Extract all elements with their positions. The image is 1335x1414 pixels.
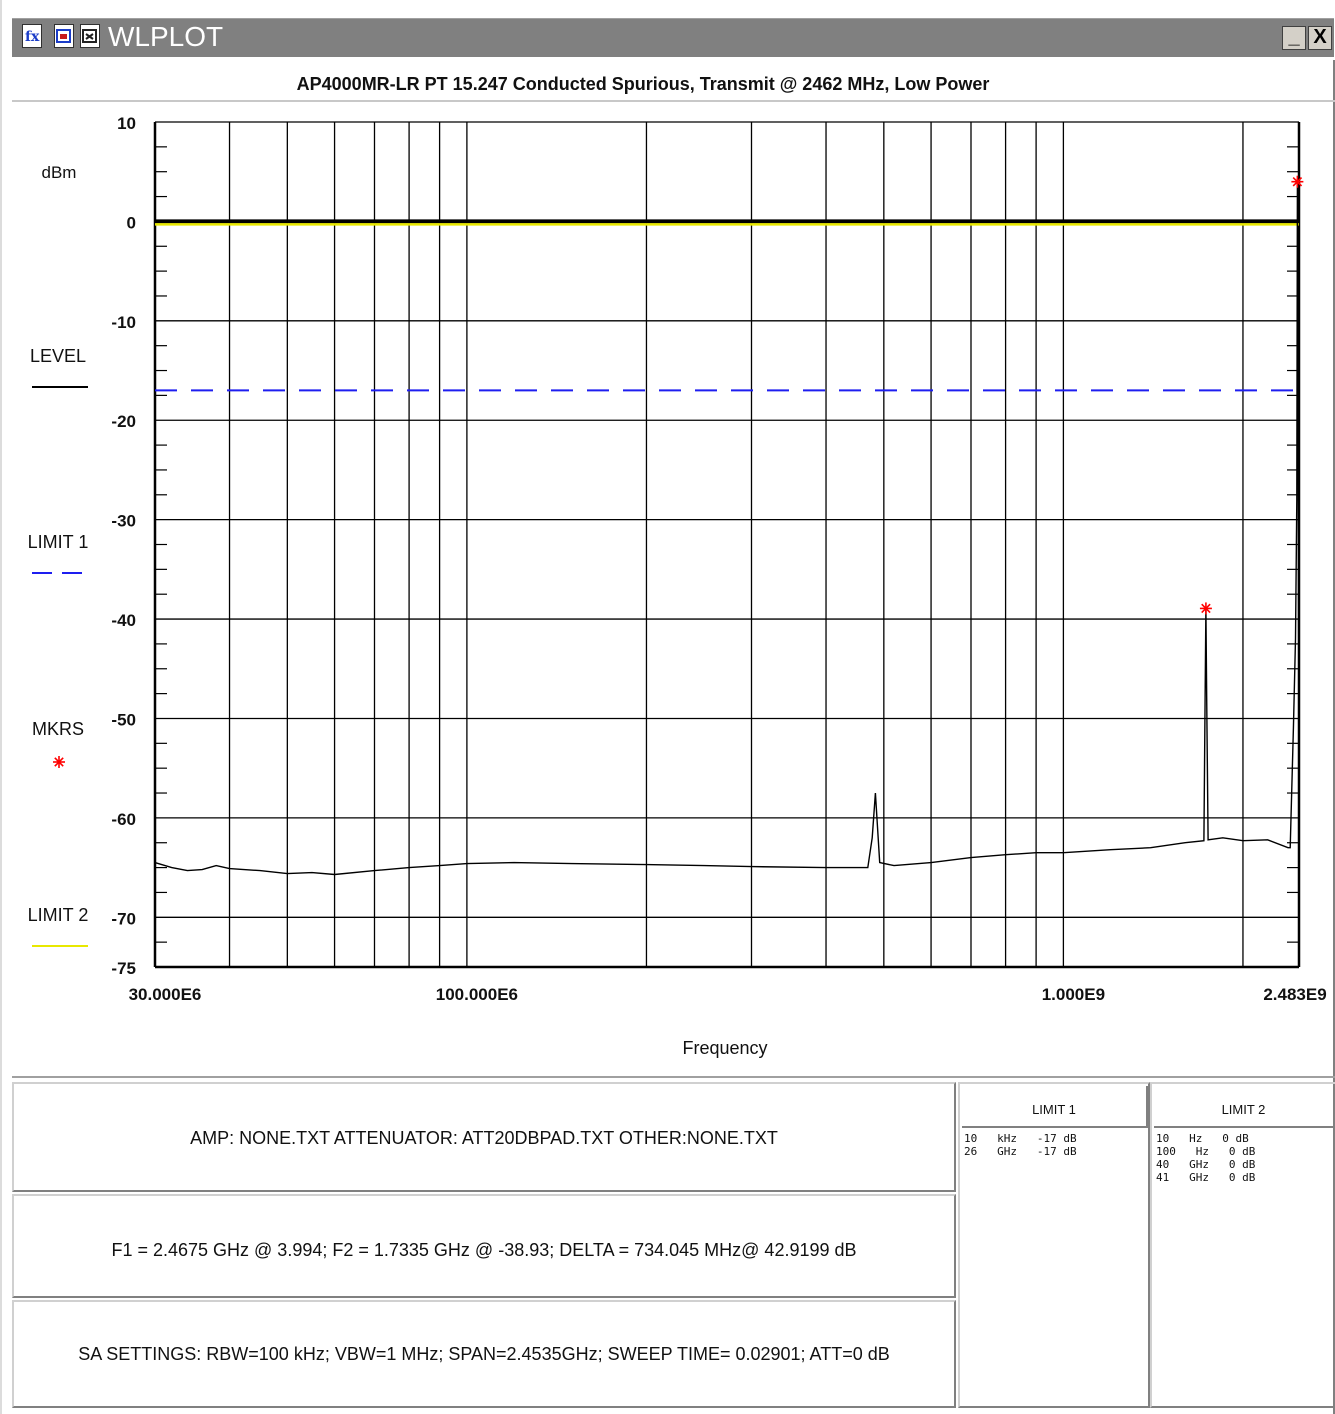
legend: LEVEL LIMIT 1 MKRS LIMIT 2 [28, 346, 92, 947]
svg-text:fx: fx [25, 29, 40, 45]
sa-settings-box: SA SETTINGS: RBW=100 kHz; VBW=1 MHz; SPA… [12, 1300, 956, 1408]
limit2-table-header [1154, 1086, 1335, 1128]
x-tick-label: 2.483E9 [1263, 985, 1326, 1004]
chart-icon[interactable] [54, 24, 74, 48]
y-tick-label: -70 [111, 909, 136, 928]
y-tick-label: 10 [117, 114, 136, 133]
y-tick-label: -40 [111, 611, 136, 630]
title-bar-background [12, 18, 1334, 57]
limit2-row: 100 Hz 0 dB [1156, 1145, 1256, 1158]
legend-label: LIMIT 1 [28, 532, 89, 552]
marker-stroke [1201, 603, 1211, 614]
limit1-row: 26 GHz -17 dB [964, 1145, 1077, 1158]
legend-label: LIMIT 2 [28, 905, 89, 925]
limit2-row: 40 GHz 0 dB [1156, 1158, 1256, 1171]
limit-lines [155, 219, 1299, 392]
title-bar[interactable]: fx WLPLOT _ X [2, 0, 1335, 60]
window-title: WLPLOT [108, 21, 224, 52]
y-tick-label: 0 [127, 213, 136, 232]
x-tick-label: 30.000E6 [129, 985, 202, 1004]
marker-info-text: F1 = 2.4675 GHz @ 3.994; F2 = 1.7335 GHz… [111, 1240, 857, 1260]
tick-labels: 10 0 -10 -20 -30 -40 -50 -60 -70 -75 30.000E6 100.0… [42, 114, 1327, 1058]
y-tick-label: -30 [111, 512, 136, 531]
panel-separator [12, 1076, 1335, 1078]
legend-label: MKRS [32, 719, 84, 739]
limit2-row: 41 GHz 0 dB [1156, 1171, 1256, 1184]
amp-info-text: AMP: NONE.TXT ATTENUATOR: ATT20DBPAD.TXT… [190, 1128, 778, 1148]
minimize-button[interactable]: _ [1282, 26, 1306, 50]
marker-point [1291, 175, 1304, 188]
y-tick-label: -10 [111, 313, 136, 332]
limit2-table: LIMIT 2 10 Hz 0 dB 100 Hz 0 dB 40 GHz 0 … [1150, 1082, 1335, 1408]
marker-point [1199, 602, 1212, 615]
x-tick-label: 100.000E6 [436, 985, 518, 1004]
trace [154, 181, 1300, 876]
marker-info-box: F1 = 2.4675 GHz @ 3.994; F2 = 1.7335 GHz… [12, 1194, 956, 1298]
level-trace [154, 181, 1300, 876]
sa-settings-text: SA SETTINGS: RBW=100 kHz; VBW=1 MHz; SPA… [78, 1344, 890, 1364]
legend-marker-symbol [53, 756, 65, 768]
legend-label: LEVEL [30, 346, 86, 366]
grid [153, 121, 1301, 969]
y-tick-label: -20 [111, 412, 136, 431]
limit2-row: 10 Hz 0 dB [1156, 1132, 1249, 1145]
chart-title: AP4000MR-LR PT 15.247 Conducted Spurious… [296, 74, 990, 94]
close-button[interactable]: X [1308, 26, 1332, 50]
title-separator [12, 100, 1335, 102]
limit1-table-header [962, 1086, 1148, 1128]
x-axis-label: Frequency [682, 1038, 767, 1058]
y-tick-label: -60 [111, 810, 136, 829]
marker-stroke [1292, 176, 1303, 187]
window-icon[interactable] [80, 24, 100, 48]
limit1-row: 10 kHz -17 dB [964, 1132, 1077, 1145]
limit1-table-title: LIMIT 1 [1032, 1102, 1076, 1117]
limit1-table: LIMIT 1 10 kHz -17 dB 26 GHz -17 dB [958, 1082, 1150, 1408]
y-axis-unit-label: dBm [42, 163, 77, 182]
markers [1199, 175, 1304, 615]
amp-info-box: AMP: NONE.TXT ATTENUATOR: ATT20DBPAD.TXT… [12, 1082, 956, 1192]
limit2-table-title: LIMIT 2 [1221, 1102, 1266, 1117]
y-tick-label: -50 [111, 710, 136, 729]
app-icon[interactable]: fx [22, 24, 42, 48]
y-tick-label: -75 [111, 959, 136, 978]
x-tick-label: 1.000E9 [1042, 985, 1105, 1004]
marker-stroke [54, 757, 64, 767]
